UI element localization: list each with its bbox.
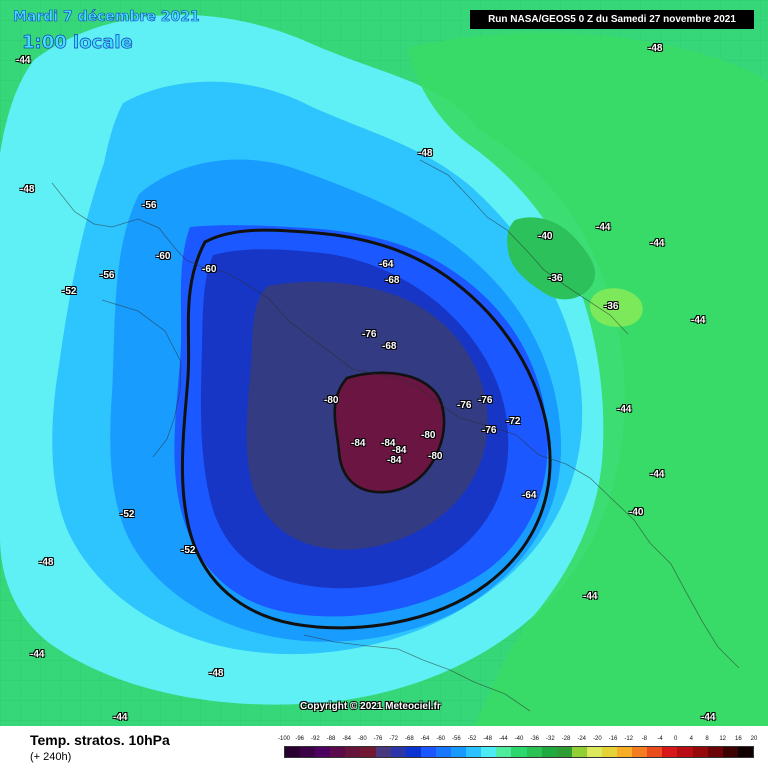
legend-label: 8 [705,736,709,742]
legend-color-cell [496,747,512,757]
europe-green-region [408,32,768,726]
legend-color-cell [617,747,633,757]
legend-color-cell [586,747,602,757]
inner-core-boundary [333,371,446,494]
legend-label: -24 [577,736,586,742]
legend-color-cell [571,747,587,757]
legend-label: -4 [657,736,663,742]
legend-color-cell [601,747,618,757]
legend-color-cell [300,747,316,757]
stratospheric-temperature-map: Mardi 7 décembre 2021 1:00 locale Run NA… [0,0,768,726]
legend-color-cell [707,747,723,757]
model-run-banner: Run NASA/GEOS5 0 Z du Samedi 27 novembre… [470,10,754,29]
legend-color-cell [692,747,708,757]
legend-label: -52 [467,736,477,742]
forecast-offset: (+ 240h) [30,751,72,763]
forecast-date: Mardi 7 décembre 2021 [13,9,200,25]
legend-color-cell [632,747,648,757]
legend-color-cell [420,747,436,757]
legend-label: -92 [310,736,320,742]
copyright-text: Copyright © 2021 Meteociel.fr [300,701,441,712]
legend-color-cell [647,747,663,757]
vortex-boundary [180,228,552,630]
legend-color-cell [556,747,572,757]
legend-label: -100 [277,736,291,742]
legend-label: -56 [451,736,461,742]
legend-label: -40 [514,736,524,742]
legend-color-cell [722,747,738,757]
legend-color-cell [405,747,421,757]
legend-color-cell [345,747,361,757]
legend-label: -16 [608,736,618,742]
legend-color-cell [466,747,482,757]
legend-color-cell [526,747,542,757]
legend-color-cell [481,747,497,757]
chart-title: Temp. stratos. 10hPa [30,732,170,748]
legend-label: -20 [592,736,602,742]
legend-color-cell [330,747,346,757]
legend-color-bar [284,746,754,758]
legend-label: -64 [420,736,430,742]
legend-color-cell [360,747,376,757]
legend-label: -72 [389,736,398,742]
legend-color-cell [737,747,753,757]
legend-color-cell [662,747,678,757]
legend-color-cell [451,747,467,757]
legend-label: -88 [326,736,336,742]
legend-color-cell [390,747,406,757]
legend-color-cell [375,747,391,757]
legend-color-cell [677,747,693,757]
legend-label: -68 [404,736,414,742]
legend-label: -76 [373,736,383,742]
legend-label: -12 [624,736,633,742]
legend-label: -36 [530,736,539,742]
polar-map-svg [0,0,768,726]
legend-color-cell [435,747,452,757]
legend-label: 20 [750,736,758,742]
temperature-legend: -100 -96 -92 -88 -84 -80 -76 -72 -68 -64 -60 -56 -52… [278,736,757,762]
green-cell-right [589,288,643,327]
legend-label: 16 [734,736,742,742]
map-footer: Temp. stratos. 10hPa (+ 240h) -100 -96 -92… [0,726,768,768]
legend-label: 0 [673,736,678,742]
coastline-network [51,159,740,712]
legend-label: 4 [689,736,693,742]
legend-label: -28 [561,736,571,742]
legend-color-cell [541,747,557,757]
legend-label: -48 [483,736,492,742]
legend-color-cell [285,747,301,757]
inner-purple-core [334,372,445,493]
legend-label: -96 [295,736,304,742]
legend-label: -84 [342,736,351,742]
legend-label: -44 [498,736,508,742]
legend-color-cell [511,747,527,757]
legend-label: -60 [436,736,445,742]
green-cell-left [507,217,596,300]
legend-label: -32 [545,736,555,742]
legend-labels: -100 -96 -92 -88 -84 -80 -76 -72 -68 -64 -60 -56 -52… [278,736,757,746]
forecast-time: 1:00 locale [22,32,133,53]
legend-label: -80 [357,736,367,742]
legend-color-cell [315,747,331,757]
legend-label: -8 [641,736,647,742]
legend-label: 12 [719,736,726,742]
